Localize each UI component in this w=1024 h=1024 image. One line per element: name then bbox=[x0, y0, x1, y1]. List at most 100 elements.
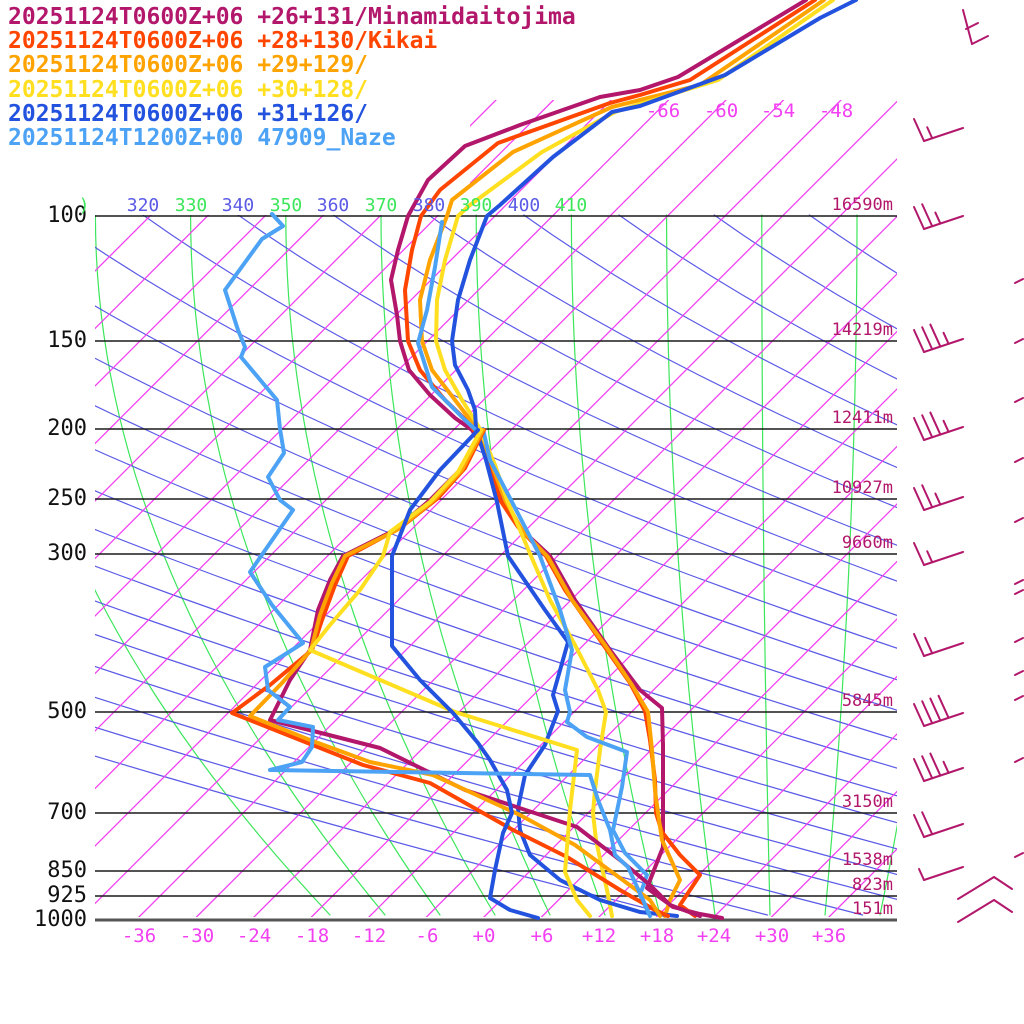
height-label-3150m: 3150m bbox=[841, 792, 893, 812]
pressure-label-100: 100 bbox=[47, 203, 87, 228]
temp-label--24: -24 bbox=[236, 925, 272, 947]
title-line-2: 20251124T0600Z+06 +28+130/Kikai bbox=[8, 28, 438, 54]
wind-barb-stroke bbox=[923, 866, 964, 881]
wind-barb-stroke bbox=[923, 551, 964, 566]
wind-barb-stroke bbox=[993, 876, 1013, 890]
wind-barb-stroke bbox=[993, 899, 1013, 913]
wind-barb-stroke bbox=[923, 127, 964, 142]
wind-barb-stroke bbox=[921, 700, 934, 725]
wind-barb-stroke bbox=[926, 126, 934, 140]
pressure-label-925: 925 bbox=[47, 883, 87, 908]
isotherm bbox=[195, 100, 897, 917]
wind-barb-stroke bbox=[942, 419, 950, 433]
wind-barb-stroke bbox=[913, 329, 925, 353]
wind-barb-stroke bbox=[923, 712, 964, 727]
wind-barb-stroke bbox=[957, 876, 995, 900]
height-label-12411m: 12411m bbox=[831, 408, 893, 428]
trace-model31-dewpoint bbox=[390, 428, 540, 920]
wind-barb-stroke bbox=[923, 767, 964, 782]
wind-barb-stroke bbox=[934, 211, 942, 225]
isotherm bbox=[95, 100, 382, 917]
isotherm bbox=[713, 100, 897, 917]
dry-adiabat bbox=[95, 214, 897, 916]
title-line-3: 20251124T0600Z+06 +29+129/ bbox=[8, 52, 369, 78]
wind-barb-stroke bbox=[957, 899, 995, 923]
wind-barb-stroke bbox=[913, 633, 925, 657]
dry-adiabat bbox=[428, 214, 897, 916]
wind-barb-stroke bbox=[923, 823, 964, 838]
theta-label-320: 320 bbox=[126, 195, 160, 216]
title-line-6: 20251124T1200Z+00 47909_Naze bbox=[8, 125, 396, 151]
isotherm bbox=[95, 100, 670, 917]
height-label-14219m: 14219m bbox=[831, 320, 893, 340]
dry-adiabat bbox=[523, 214, 897, 916]
wind-barb-stroke bbox=[918, 868, 925, 881]
wind-barb-stroke bbox=[913, 542, 925, 566]
temp-label-+30: +30 bbox=[754, 925, 790, 947]
theta-label-): ) bbox=[78, 195, 90, 216]
isotherm bbox=[138, 100, 897, 917]
wind-barb-stroke bbox=[923, 426, 964, 441]
theta-label-340: 340 bbox=[221, 195, 255, 216]
wind-barb-stroke bbox=[926, 550, 934, 564]
wind-barb-stroke bbox=[913, 118, 925, 142]
height-label-9660m: 9660m bbox=[841, 533, 893, 553]
moist-adiabat bbox=[824, 214, 858, 916]
wind-barb-stroke bbox=[913, 417, 925, 441]
isotherm bbox=[95, 100, 325, 917]
wind-barb-stroke bbox=[1014, 670, 1024, 676]
wind-barb-stroke bbox=[913, 206, 925, 230]
wind-barb-stroke bbox=[929, 411, 942, 436]
isotherm bbox=[95, 100, 842, 917]
theta-label-380: 380 bbox=[412, 195, 446, 216]
temp-label-+0: +0 bbox=[472, 925, 496, 947]
wind-barb-column bbox=[913, 9, 1024, 923]
isotherm bbox=[95, 100, 497, 917]
temp-label--6: -6 bbox=[415, 925, 439, 947]
dry-adiabat bbox=[905, 215, 1024, 915]
dry-adiabat bbox=[95, 214, 897, 916]
wind-barb-stroke bbox=[937, 694, 950, 719]
theta-label-350: 350 bbox=[269, 195, 303, 216]
isotherm bbox=[95, 100, 785, 917]
dry-adiabat bbox=[95, 214, 897, 916]
upper-temp-label--48: -48 bbox=[818, 100, 854, 122]
isotherm bbox=[95, 100, 267, 917]
pressure-label-150: 150 bbox=[47, 328, 87, 353]
temp-label-+18: +18 bbox=[639, 925, 675, 947]
dry-adiabat bbox=[332, 214, 897, 916]
wind-barb-stroke bbox=[921, 326, 934, 351]
temp-label-+6: +6 bbox=[530, 925, 554, 947]
wind-barb-stroke bbox=[962, 9, 973, 45]
dry-adiabat bbox=[142, 214, 897, 916]
dry-adiabat bbox=[95, 214, 673, 916]
wind-barb-stroke bbox=[1014, 457, 1024, 463]
wind-barb-stroke bbox=[965, 22, 979, 30]
wind-barb-stroke bbox=[913, 703, 925, 727]
temp-label--18: -18 bbox=[294, 925, 330, 947]
moist-adiabat bbox=[475, 214, 606, 916]
upper-temp-label--66: -66 bbox=[645, 100, 681, 122]
trace-naze-temp bbox=[416, 220, 652, 918]
temp-label--12: -12 bbox=[351, 925, 387, 947]
wind-barb-stroke bbox=[1014, 589, 1024, 595]
isotherm bbox=[655, 100, 897, 917]
dry-adiabat bbox=[95, 214, 897, 916]
pressure-label-500: 500 bbox=[47, 699, 87, 724]
isotherm bbox=[95, 100, 727, 917]
moist-adiabat bbox=[380, 214, 551, 916]
pressure-label-200: 200 bbox=[47, 416, 87, 441]
theta-label-370: 370 bbox=[364, 195, 398, 216]
moist-adiabat bbox=[95, 214, 331, 916]
theta-label-360: 360 bbox=[316, 195, 350, 216]
wind-barb-stroke bbox=[921, 203, 934, 228]
wind-barb-stroke bbox=[929, 697, 942, 722]
moist-adiabat bbox=[570, 214, 661, 916]
wind-barb-stroke bbox=[1014, 852, 1024, 858]
wind-barb-stroke bbox=[1014, 579, 1024, 585]
wind-barb-stroke bbox=[923, 642, 964, 657]
wind-barb-stroke bbox=[1014, 517, 1024, 523]
theta-label-330: 330 bbox=[174, 195, 208, 216]
trace-minamidaitojima-temp bbox=[389, 0, 808, 920]
